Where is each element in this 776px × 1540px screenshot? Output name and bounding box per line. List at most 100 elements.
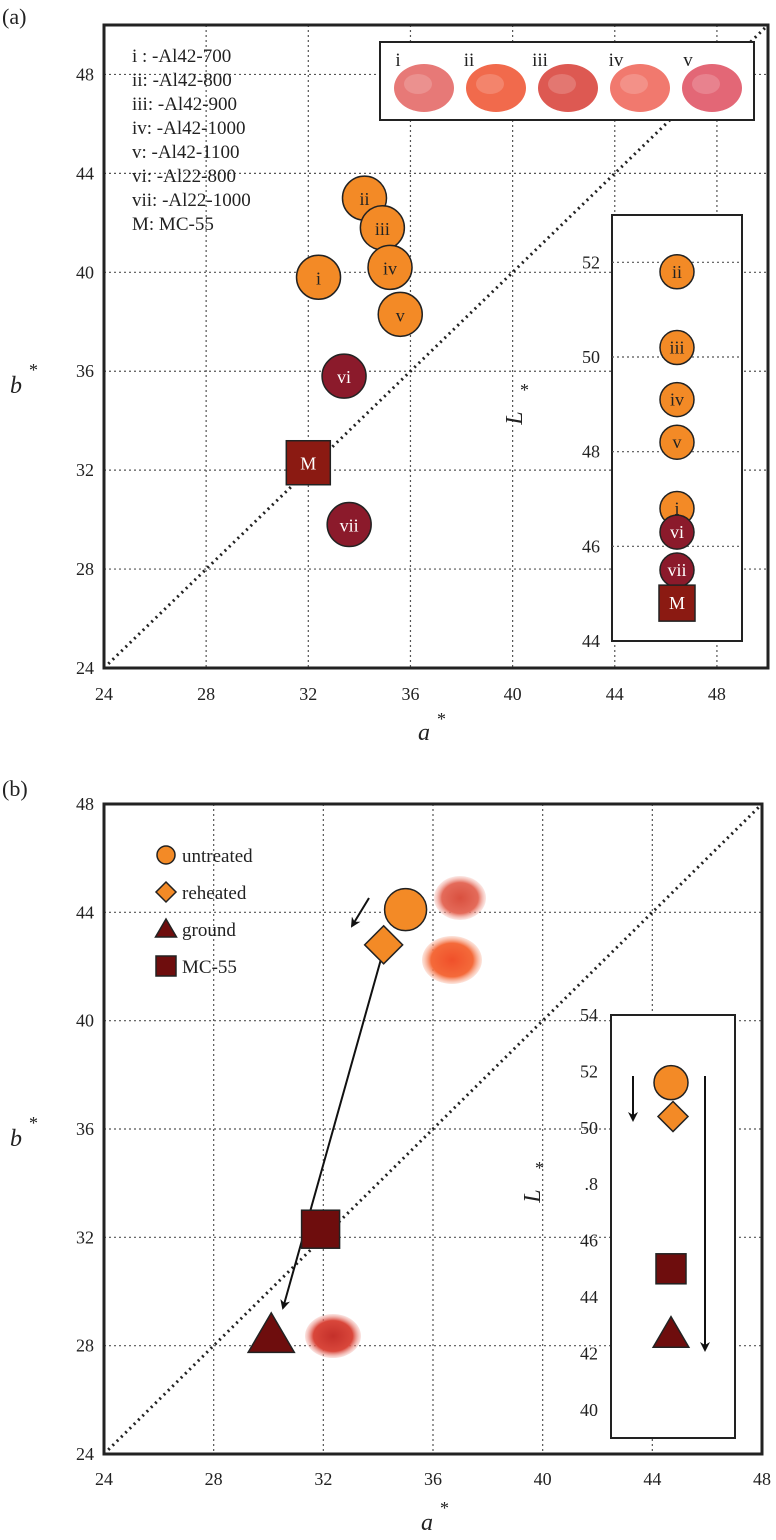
panel-b-x-tick-label: 44 [643, 1469, 661, 1489]
panel-b-inset-point-MC-55 [655, 1253, 687, 1285]
panel-a-y-tick-label: 36 [76, 361, 94, 381]
panel-b-y-tick-label: 32 [76, 1227, 94, 1247]
panel-b-plot-frame [102, 802, 764, 1456]
panel-a-point-label-ii: ii [359, 189, 369, 209]
panel-b-inset-tick-label: 54 [580, 1005, 598, 1025]
panel-a-inset-marker-v [659, 424, 695, 460]
panel-a-legend-entry: iii: -Al42-900 [132, 94, 237, 115]
panel-b-y-tick-label: 48 [76, 794, 94, 814]
panel-a-point-label-i: i [316, 268, 321, 288]
panel-b-photos [305, 876, 486, 1358]
panel-a-y-tick-label: 32 [76, 460, 94, 480]
panel-b-point-untreated [383, 887, 428, 932]
panel-a-point-marker-v [377, 291, 423, 338]
panel-b-inset-points [651, 1064, 691, 1349]
ground-powder-photo [305, 1314, 361, 1358]
panel-b-y-tick-label: 28 [76, 1336, 94, 1356]
panel-a-y-tick-labels: 24 28 32 36 40 44 48 [76, 64, 94, 678]
panel-b-inset-tick-label: 52 [580, 1061, 598, 1081]
panel-a-point-marker-iv [367, 244, 413, 291]
panel-a-legend-entry: vi: -Al22-800 [132, 166, 236, 187]
panel-a-legend: i : -Al42-700 ii: -Al42-800 iii: -Al42-900… [132, 46, 251, 235]
panel-a-inset-tick-label: 50 [582, 347, 600, 367]
panel-a-x-tick-label: 40 [504, 684, 522, 704]
panel-a-inset-label-M: M [669, 593, 685, 613]
panel-a-inset-marker-iii [659, 329, 695, 366]
panel-b-legend-marker-ground [154, 917, 178, 938]
panel-a-inset-marker-ii [659, 254, 695, 290]
panel-a-y-tick-label: 44 [76, 163, 94, 183]
panel-a-x-tick-label: 28 [197, 684, 215, 704]
panel-b-point-reheated [363, 924, 404, 965]
panel-a-legend-entry: vii: -Al22-1000 [132, 190, 251, 211]
panel-a-legend-entry: M: MC-55 [132, 214, 214, 235]
panel-b-x-axis-label: a [421, 1510, 433, 1536]
panel-b-label: (b) [2, 776, 28, 801]
panel-b-inset-tick-label: 42 [580, 1343, 598, 1363]
panel-a-inset-tick-label: 46 [582, 536, 600, 556]
panel-b-y-tick-label: 36 [76, 1119, 94, 1139]
panel-a-x-tick-label: 44 [606, 684, 624, 704]
panel-a-point-label-vi: vi [337, 367, 351, 387]
panel-a-x-tick-label: 36 [401, 684, 419, 704]
panel-b-legend-entry: MC-55 [182, 957, 237, 978]
powder-photo-highlight [692, 74, 720, 94]
panel-b-inset-axis-label-sup: * [535, 1158, 544, 1178]
panel-a-x-axis-label-sup: * [437, 709, 446, 729]
panel-a-plot-frame [102, 23, 770, 670]
powder-photo-highlight [620, 74, 648, 94]
panel-a-x-axis-label: a [418, 720, 430, 746]
panel-a-y-axis-label: b [10, 373, 22, 399]
panel-b-x-tick-label: 24 [95, 1469, 113, 1489]
panel-b-legend: untreated reheated ground MC-55 [154, 845, 253, 978]
panel-a-inset-label-vii: vii [667, 560, 686, 580]
panel-a-point-label-iii: iii [375, 219, 390, 239]
powder-photo-highlight [476, 74, 504, 94]
powder-photo-highlight [404, 74, 432, 94]
panel-a-point-label-v: v [396, 305, 405, 325]
panel-b-inset-axis-label: L [520, 1189, 546, 1203]
panel-b-inset-point-reheated [656, 1100, 690, 1133]
powder-photos: i ii iii iv v [394, 50, 742, 112]
panel-a-y-tick-label: 28 [76, 559, 94, 579]
powder-photo-ii [466, 64, 526, 112]
panel-a-inset-marker-vi [659, 514, 695, 550]
panel-b-inset-tick-labels: 40 42 44 46 50 52 54 .8 [580, 1005, 598, 1420]
panel-a-inset-tick-labels: 44 46 48 50 52 [582, 252, 600, 651]
panel-b-x-tick-labels: 24 28 32 36 40 44 48 [95, 1469, 771, 1489]
panel-b-y-tick-label: 44 [76, 902, 94, 922]
panel-b-legend-marker-untreated [156, 845, 176, 865]
panel-b-x-tick-label: 40 [534, 1469, 552, 1489]
panel-a-label: (a) [2, 4, 26, 29]
panel-a-photo-inset: i ii iii iv v [379, 41, 755, 121]
panel-a-inset-marker-M [658, 584, 696, 622]
panel-b-inset-point-untreated [653, 1064, 689, 1101]
powder-photo-highlight [548, 74, 576, 94]
untreated-powder-photo [434, 876, 486, 920]
panel-a-inset-label-vi: vi [670, 522, 684, 542]
panel-b-point-MC-55 [300, 1209, 341, 1249]
powder-photo-label: i [395, 50, 400, 71]
powder-photo-label: v [683, 50, 693, 71]
panel-b-legend-entry: reheated [182, 883, 247, 904]
panel-a-diagonal-line [102, 23, 770, 670]
panel-a-y-tick-label: 40 [76, 262, 94, 282]
panel-a-inset-axis-label: L [502, 411, 528, 425]
panel-b-x-tick-label: 28 [205, 1469, 223, 1489]
panel-b-y-tick-label: 40 [76, 1011, 94, 1031]
panel-a-inset-label-iv: iv [670, 390, 684, 410]
panel-a-inset-marker-iv [659, 381, 695, 418]
panel-b-point-ground [246, 1311, 296, 1354]
panel-a-inset-tick-label: 52 [582, 252, 600, 272]
panel-a-legend-entry: iv: -Al42-1000 [132, 118, 245, 139]
powder-photo-i [394, 64, 454, 112]
panel-b-inset-tick-label: 44 [580, 1287, 598, 1307]
panel-b-inset-tick-label: .8 [585, 1174, 599, 1194]
panel-b-diagonal-line [102, 802, 764, 1456]
panel-a-x-tick-labels: 24 28 32 36 40 44 48 [95, 684, 726, 704]
